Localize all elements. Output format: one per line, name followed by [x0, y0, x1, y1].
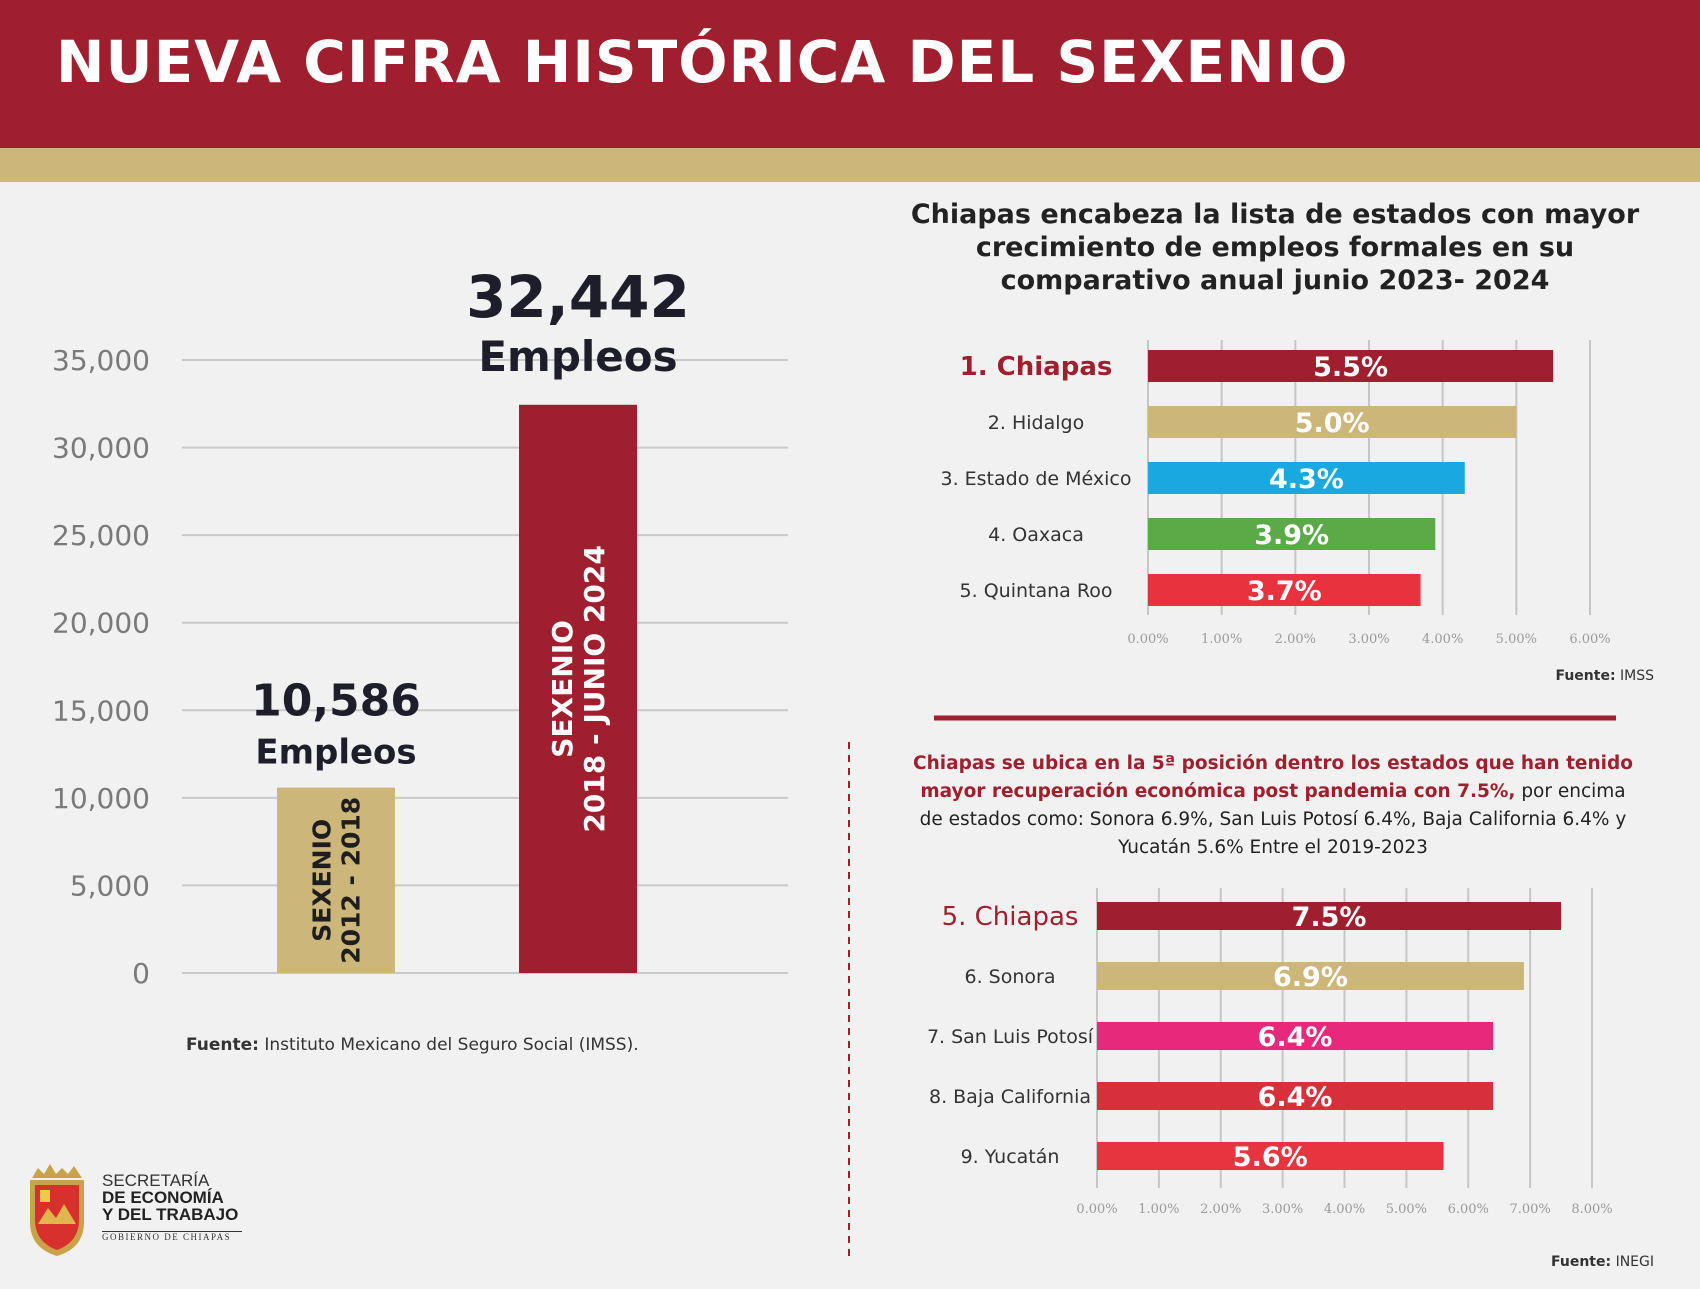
chart1-bar	[277, 787, 395, 973]
chart3-category-label: 7. San Luis Potosí	[927, 1026, 1094, 1048]
chart2-category-label: 2. Hidalgo	[988, 412, 1084, 434]
chart1-bar-category-label: SEXENIO	[307, 819, 336, 942]
chart1-ytick-label: 5,000	[70, 869, 150, 902]
chart3-source-label: Fuente:	[1551, 1254, 1612, 1270]
chart2-value-label: 5.0%	[1295, 408, 1370, 439]
chart1-value-unit: Empleos	[255, 733, 416, 773]
logo-line2: DE ECONOMÍA	[102, 1188, 224, 1207]
chart2-bar	[1148, 406, 1517, 438]
chart3-description-highlight: Chiapas se ubica en la 5ª posición dentr…	[913, 753, 1633, 802]
logo-line3: Y DEL TRABAJO	[102, 1205, 239, 1224]
chart3-xtick-label: 3.00%	[1262, 1202, 1303, 1217]
chart3-xtick-label: 7.00%	[1509, 1202, 1550, 1217]
chart1-source-label: Fuente:	[186, 1035, 259, 1055]
chart1-bar-category-label: 2018 - JUNIO 2024	[578, 545, 611, 833]
chart3-bar	[1097, 902, 1562, 930]
chart1-source: Fuente: Instituto Mexicano del Seguro So…	[186, 1035, 639, 1055]
chart2-heading: Chiapas encabeza la lista de estados con…	[910, 199, 1640, 296]
chart3-bar	[1097, 1022, 1493, 1050]
chart2-xtick-label: 3.00%	[1348, 632, 1389, 647]
chart3-xtick-label: 0.00%	[1076, 1202, 1117, 1217]
chart3-bar	[1097, 1082, 1493, 1110]
chart3-xtick-label: 1.00%	[1138, 1202, 1179, 1217]
chart3-description-rest: por encima de estados como: Sonora 6.9%,…	[919, 781, 1627, 858]
chart1-value-label: 32,442	[466, 263, 690, 331]
chart1-value-label: 10,586	[251, 676, 421, 727]
chart3-category-label: 6. Sonora	[965, 966, 1056, 988]
chiapas-shield-icon	[30, 1164, 84, 1256]
chart2-source-label: Fuente:	[1555, 668, 1616, 684]
chart3-value-label: 6.9%	[1273, 962, 1348, 993]
chart2-value-label: 5.5%	[1313, 352, 1388, 383]
chart1-ytick-label: 20,000	[52, 607, 150, 640]
gold-band	[0, 148, 1700, 182]
chart3-value-label: 6.4%	[1258, 1082, 1333, 1113]
chart1-value-unit: Empleos	[478, 332, 677, 381]
chart1-ytick-label: 15,000	[52, 694, 150, 727]
page-title: NUEVA CIFRA HISTÓRICA DEL SEXENIO	[56, 28, 1349, 96]
chart2-source-text: IMSS	[1620, 668, 1654, 684]
chart3-source: Fuente: INEGI	[1551, 1254, 1654, 1270]
chart3-xtick-label: 5.00%	[1386, 1202, 1427, 1217]
chart2-category-label: 1. Chiapas	[960, 352, 1113, 382]
chart1-source-text: Instituto Mexicano del Seguro Social (IM…	[264, 1035, 639, 1055]
chart1-ytick-label: 25,000	[52, 519, 150, 552]
chart2-xtick-label: 2.00%	[1275, 632, 1316, 647]
chart3-source-text: INEGI	[1615, 1254, 1654, 1270]
chart2-value-label: 3.9%	[1254, 520, 1329, 551]
chart2-category-label: 4. Oaxaca	[988, 524, 1084, 546]
logo-line4: GOBIERNO DE CHIAPAS	[102, 1232, 232, 1242]
chart1-ytick-label: 0	[132, 957, 150, 990]
chart3-xtick-label: 6.00%	[1448, 1202, 1489, 1217]
logo-text: SECRETARÍA DE ECONOMÍA Y DEL TRABAJO GOB…	[102, 1172, 238, 1246]
chart1-ytick-label: 10,000	[52, 782, 150, 815]
chart2-bar	[1148, 462, 1465, 494]
chart3-value-label: 6.4%	[1258, 1022, 1333, 1053]
chart3-bar	[1097, 1142, 1444, 1170]
chart3-value-label: 5.6%	[1233, 1142, 1308, 1173]
chart2-bar	[1148, 574, 1421, 606]
chart3-xtick-label: 4.00%	[1324, 1202, 1365, 1217]
chart2-xtick-label: 5.00%	[1496, 632, 1537, 647]
chart2-xtick-label: 4.00%	[1422, 632, 1463, 647]
chart2-source: Fuente: IMSS	[1555, 668, 1654, 684]
logo-line1: SECRETARÍA	[102, 1171, 210, 1190]
chart2-xtick-label: 6.00%	[1569, 632, 1610, 647]
header-banner: NUEVA CIFRA HISTÓRICA DEL SEXENIO	[0, 0, 1700, 148]
chart3-xtick-label: 8.00%	[1571, 1202, 1612, 1217]
chart2-xtick-label: 1.00%	[1201, 632, 1242, 647]
chart3-description: Chiapas se ubica en la 5ª posición dentr…	[908, 750, 1638, 862]
chart2-xtick-label: 0.00%	[1127, 632, 1168, 647]
chart1-ytick-label: 30,000	[52, 432, 150, 465]
chart2-bar	[1148, 518, 1436, 550]
chart3-category-label: 5. Chiapas	[942, 902, 1079, 932]
chart2-value-label: 4.3%	[1269, 464, 1344, 495]
chart3-category-label: 8. Baja California	[929, 1086, 1091, 1108]
chart3-bar	[1097, 962, 1524, 990]
chart1-bar	[519, 404, 637, 974]
chart2-value-label: 3.7%	[1247, 576, 1322, 607]
logo-divider	[102, 1231, 242, 1232]
chart1-ytick-label: 35,000	[52, 344, 150, 377]
chart3-xtick-label: 2.00%	[1200, 1202, 1241, 1217]
chart3-value-label: 7.5%	[1292, 902, 1367, 933]
chart3-category-label: 9. Yucatán	[961, 1146, 1060, 1168]
chart2-category-label: 3. Estado de México	[940, 468, 1131, 490]
chart1-bar-category-label: 2012 - 2018	[336, 797, 365, 964]
chart1-bar-category-label: SEXENIO	[546, 620, 579, 758]
chart2-category-label: 5. Quintana Roo	[960, 580, 1113, 602]
chart2-bar	[1148, 350, 1554, 382]
